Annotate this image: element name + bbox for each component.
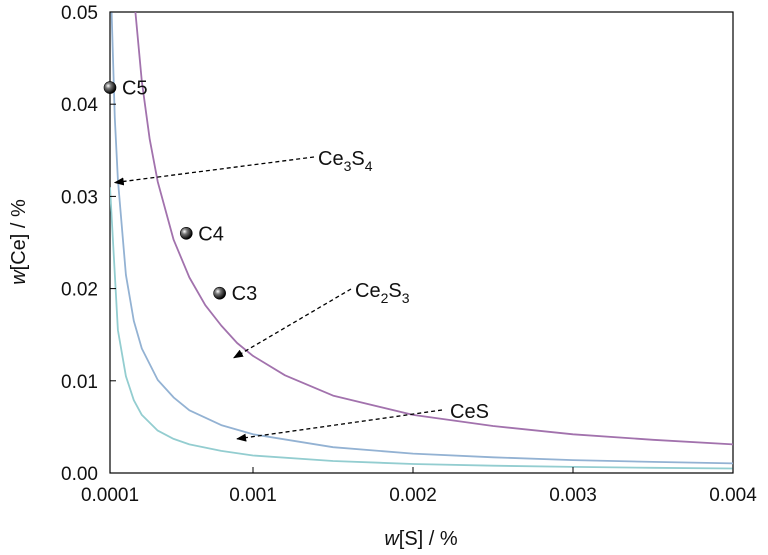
annotation-subscript: 3 (344, 158, 352, 174)
y-tick-label: 0.03 (61, 187, 98, 208)
y-axis-label-var: w (8, 269, 30, 285)
y-axis-label: w[Ce] / % (8, 199, 30, 285)
y-tick-label: 0.00 (61, 464, 98, 485)
annotation-text: S (388, 280, 401, 302)
ticks-layer: 0.0001 0.001 0.002 0.003 0.004 0.00 0.01 0.02 0.… (61, 3, 757, 506)
x-tick-label: 0.001 (229, 485, 277, 506)
annotation-label-ce2s3: Ce2S3 (355, 280, 410, 306)
data-point-label-c4: C4 (198, 223, 224, 245)
annotation-label-ces: CeS (450, 401, 489, 423)
annotation-subscript: 4 (365, 158, 373, 174)
y-tick-label: 0.01 (61, 372, 98, 393)
x-tick-label: 0.003 (549, 485, 597, 506)
data-point-c5 (103, 81, 117, 94)
data-point-label-c3: C3 (232, 283, 258, 305)
y-tick-label: 0.02 (61, 280, 98, 301)
series-line-ce2s3 (134, 12, 733, 446)
series-line-ces (110, 187, 733, 470)
x-tick-label: 0.002 (389, 485, 437, 506)
x-tick-label: 0.004 (709, 485, 757, 506)
x-axis-label: w[S] / % (384, 528, 458, 550)
data-point-label-c5: C5 (122, 78, 148, 100)
y-axis-label-rest: [Ce] / % (8, 199, 30, 270)
annotation-text: Ce (355, 280, 381, 302)
annotation-text: CeS (450, 401, 489, 423)
series-line-ce3s4 (110, 12, 733, 465)
x-tick-label: 0.0001 (81, 485, 139, 506)
data-point-c4 (179, 226, 193, 240)
annotation-arrow (113, 156, 315, 186)
x-axis-label-var: w (384, 528, 400, 550)
annotation-subscript: 3 (402, 290, 410, 306)
x-axis-label-rest: [S] / % (399, 528, 458, 550)
annotation-arrow (236, 409, 443, 442)
y-tick-label: 0.05 (61, 3, 98, 24)
annotation-text: Ce (318, 148, 344, 170)
annotation-label-ce3s4: Ce3S4 (318, 148, 373, 174)
plot-frame (109, 11, 734, 474)
data-point-c3 (213, 286, 226, 300)
points-layer: C5 C4 C3 (103, 78, 258, 305)
y-tick-label: 0.04 (61, 95, 98, 116)
annotation-arrow (233, 288, 352, 359)
annotation-text: S (351, 148, 364, 170)
series-layer (110, 12, 733, 470)
annotation-subscript: 2 (381, 290, 389, 306)
